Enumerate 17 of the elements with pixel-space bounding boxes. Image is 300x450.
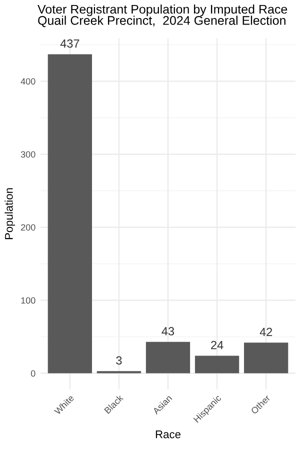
x-axis-title: Race — [156, 430, 180, 438]
y-tick-label: 400 — [20, 78, 36, 85]
bar — [146, 342, 190, 374]
y-tick-label: 0 — [30, 370, 36, 377]
y-axis-title: Population — [4, 188, 16, 240]
chart-title: Voter Registrant Population by Imputed Race Quail Creek Precinct, 2024 General Election — [38, 4, 288, 28]
data-label: 3 — [116, 356, 122, 365]
bar — [244, 342, 288, 374]
y-tick-label: 200 — [21, 224, 36, 231]
data-label: 24 — [211, 340, 224, 350]
y-tick-label: 100 — [21, 297, 36, 304]
data-label: 42 — [260, 328, 272, 336]
bar — [48, 54, 92, 374]
data-label: 437 — [60, 39, 80, 48]
data-label: 43 — [162, 327, 174, 336]
bar — [194, 356, 240, 374]
y-tick-label: 300 — [20, 151, 36, 158]
